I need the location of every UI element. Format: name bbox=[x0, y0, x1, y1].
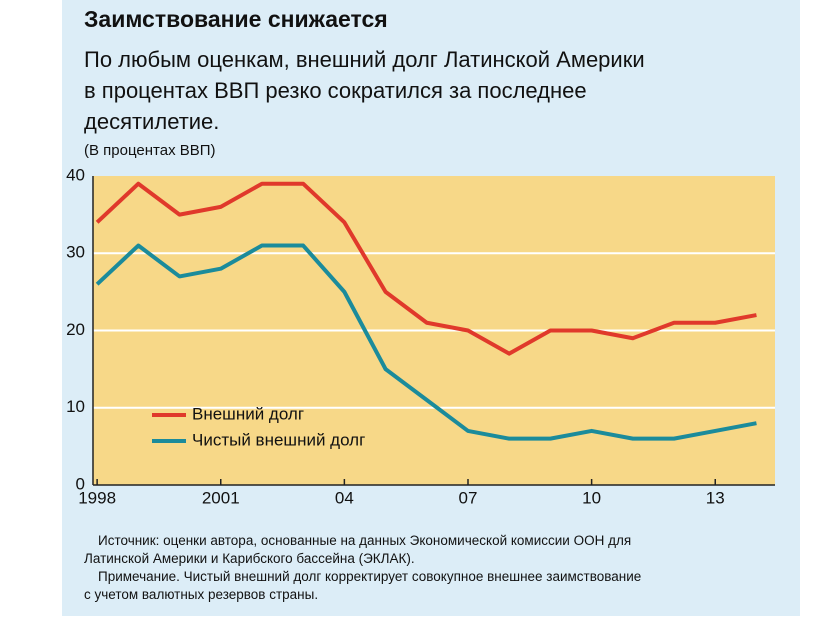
line-series bbox=[95, 243, 757, 441]
x-tick-label: 07 bbox=[459, 488, 478, 507]
source-line: Источник: оценки автора, основанные на д… bbox=[98, 533, 632, 548]
y-tick-label: 0 bbox=[76, 474, 85, 493]
source-line: Латинской Америки и Карибского бассейна … bbox=[84, 551, 415, 566]
x-tick-label: 2001 bbox=[202, 488, 240, 507]
y-tick-label: 10 bbox=[66, 397, 85, 416]
chart-title: Заимствование снижается bbox=[84, 6, 388, 32]
x-tick-label: 10 bbox=[582, 488, 601, 507]
x-tick-label: 13 bbox=[706, 488, 725, 507]
y-tick-label: 30 bbox=[66, 243, 85, 262]
subtitle-line: По любым оценкам, внешний долг Латинской… bbox=[84, 47, 645, 72]
subtitle-line: в процентах ВВП резко сократился за посл… bbox=[84, 78, 587, 103]
legend-label: Внешний долг bbox=[192, 404, 304, 423]
y-tick-label: 40 bbox=[66, 165, 85, 184]
subtitle-line: десятилетие. bbox=[84, 109, 220, 134]
line-series bbox=[95, 181, 757, 356]
note-line: с учетом валютных резервов страны. bbox=[84, 587, 319, 602]
legend-label: Чистый внешний долг bbox=[192, 430, 365, 449]
note-line: Примечание. Чистый внешний долг корректи… bbox=[98, 569, 642, 584]
x-tick-label: 04 bbox=[335, 488, 354, 507]
y-tick-label: 20 bbox=[66, 320, 85, 339]
subtitle: По любым оценкам, внешний долг Латинской… bbox=[84, 44, 645, 137]
footnotes: Источник: оценки автора, основанные на д… bbox=[84, 532, 641, 604]
x-tick-label: 1998 bbox=[78, 488, 116, 507]
y-axis-label: (В процентах ВВП) bbox=[84, 142, 216, 159]
